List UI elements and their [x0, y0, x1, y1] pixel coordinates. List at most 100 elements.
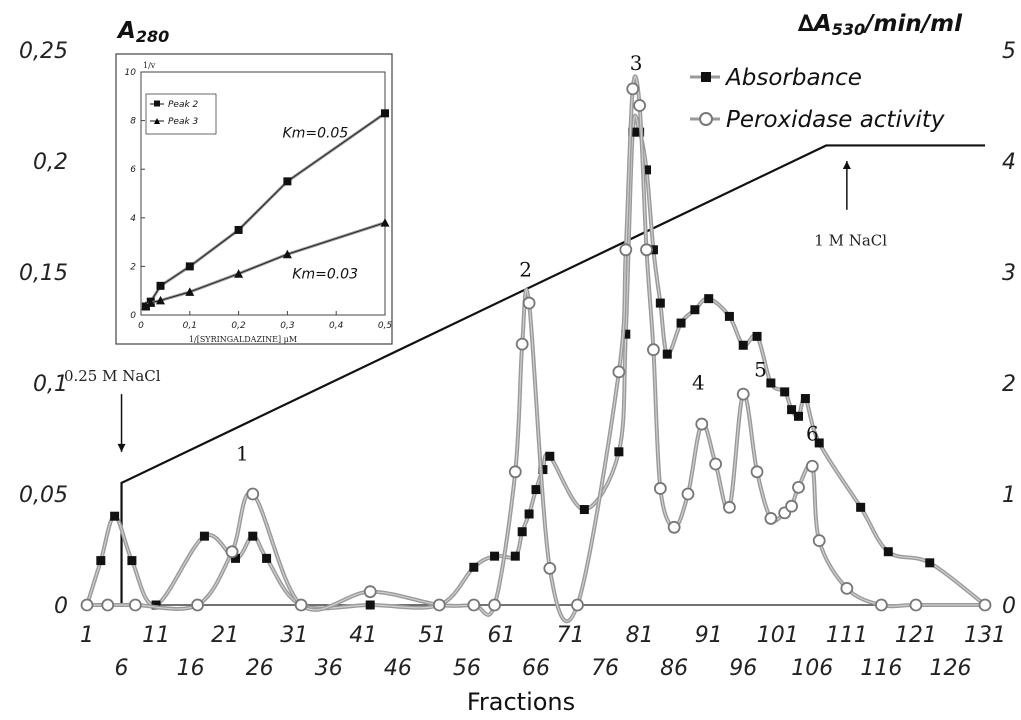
inset-plot-border: [140, 71, 386, 316]
x-tick-label: 76: [591, 656, 619, 681]
y-left-title-sub: 280: [136, 27, 169, 46]
x-tick-label: 91: [695, 623, 723, 648]
y-left-axis-title: A280: [116, 18, 169, 46]
peak-label: 2: [519, 257, 532, 281]
x-axis-title: Fractions: [467, 688, 575, 716]
x-tick-label: 31: [280, 623, 308, 648]
legend: Absorbance Peroxidase activity: [690, 65, 945, 133]
peroxidase-point: [626, 82, 640, 96]
x-tick-label: 126: [929, 656, 971, 681]
absorbance-point: [614, 447, 624, 457]
x-tick-label: 96: [729, 656, 757, 681]
inset-x-tick-label: 0: [138, 321, 144, 331]
peroxidase-point: [467, 598, 481, 612]
x-tick-label: 111: [826, 623, 868, 648]
peak-label: 6: [806, 422, 819, 446]
legend-item-peroxidase: Peroxidase activity: [690, 107, 945, 133]
inset-y-tick-label: 0: [130, 311, 136, 321]
peroxidase-point: [667, 520, 681, 534]
peroxidase-point: [709, 457, 722, 471]
x-tick-label: 61: [487, 623, 515, 648]
peroxidase-point: [363, 585, 377, 599]
absorbance-point: [800, 394, 810, 404]
inset-lineweaver-burk-plot: 0 2 4 6 8 10 0 0,1 0,2 0,3 0,4 0,5 1/v 1/[SYRINGALDAZ…: [115, 53, 393, 345]
absorbance-point: [655, 298, 665, 308]
x-tick-label: 1: [80, 623, 94, 648]
y-right-tick-label: 1: [1002, 483, 1016, 508]
absorbance-point: [231, 553, 241, 563]
inset-point-peak2: [156, 281, 165, 290]
peroxidase-point: [522, 296, 536, 310]
peak-label: 1: [236, 442, 249, 466]
peroxidase-point: [681, 487, 695, 501]
absorbance-point: [248, 531, 258, 541]
absorbance-point: [724, 311, 734, 321]
absorbance-point: [814, 438, 824, 448]
y-right-tick-label: 2: [1002, 372, 1016, 397]
absorbance-point: [110, 511, 120, 521]
absorbance-point: [752, 331, 762, 341]
absorbance-point: [545, 451, 555, 461]
y-left-tick-label: 0,15: [19, 261, 68, 286]
peroxidase-point: [723, 500, 736, 514]
nacl-gradient-line: [120, 144, 985, 605]
peroxidase-point: [647, 343, 660, 357]
inset-y-tick-label: 8: [130, 117, 136, 127]
absorbance-point: [579, 505, 589, 515]
inset-y-axis-title: 1/v: [143, 61, 156, 70]
y-left-tick-label: 0,2: [33, 150, 68, 175]
peroxidase-point: [101, 598, 115, 612]
inset-y-tick-label: 2: [130, 262, 136, 272]
absorbance-point: [127, 556, 137, 566]
y-left-tick-label: 0: [54, 594, 68, 619]
y-left-title-a: A: [116, 18, 136, 44]
absorbance-point: [517, 527, 527, 537]
inset-point-peak3: [156, 295, 166, 305]
x-tick-label: 131: [964, 623, 1006, 648]
absorbance-point: [524, 509, 534, 519]
inset-x-tick-label: 0,4: [329, 321, 344, 331]
peroxidase-point: [80, 598, 94, 612]
peroxidase-point: [909, 598, 923, 612]
x-tick-label: 46: [384, 656, 412, 681]
main-plot-area: 00,050,10,150,20,25012345161116212631364…: [19, 39, 1016, 681]
peroxidase-point: [633, 99, 647, 112]
x-tick-label: 41: [349, 623, 377, 648]
peroxidase-point: [488, 598, 501, 612]
inset-point-peak2: [234, 225, 243, 234]
y-right-title-unit: /min/ml: [862, 11, 963, 37]
peroxidase-point: [640, 243, 653, 257]
peroxidase-point: [805, 459, 819, 473]
peroxidase-point: [764, 512, 778, 525]
y-left-tick-label: 0,25: [19, 39, 68, 64]
inset-legend-label: Peak 3: [168, 117, 199, 127]
peroxidase-point: [653, 482, 667, 495]
inset-point-peak2: [283, 177, 292, 186]
x-tick-label: 36: [315, 656, 343, 681]
absorbance-point: [262, 553, 272, 563]
absorbance-point: [925, 558, 935, 568]
absorbance-point: [704, 294, 714, 304]
y-right-tick-label: 3: [1002, 261, 1016, 286]
legend-item-absorbance: Absorbance: [690, 65, 862, 91]
inset-point-peak2: [185, 262, 194, 271]
inset-point-peak3: [380, 218, 390, 227]
absorbance-point: [531, 485, 541, 495]
x-tick-label: 116: [860, 656, 902, 681]
peroxidase-point: [812, 534, 826, 548]
absorbance-point: [690, 305, 700, 315]
y-right-axis-title: ∆A530/min/ml: [798, 11, 963, 39]
y-right-tick-label: 5: [1002, 39, 1016, 64]
x-tick-label: 56: [453, 656, 481, 681]
inset-legend-marker-square: [154, 100, 160, 107]
x-tick-label: 81: [626, 623, 654, 648]
absorbance-point: [628, 127, 638, 137]
inset-point-peak3: [234, 269, 244, 278]
inset-point-peak3: [185, 287, 195, 296]
inset-x-axis-title: 1/[SYRINGALDAZINE] µM: [189, 335, 297, 344]
peroxidase-point: [515, 337, 529, 351]
y-right-title-delta: ∆A: [798, 11, 832, 37]
absorbance-point: [676, 318, 686, 328]
peroxidase-point: [736, 387, 750, 401]
peroxidase-point: [225, 545, 239, 559]
